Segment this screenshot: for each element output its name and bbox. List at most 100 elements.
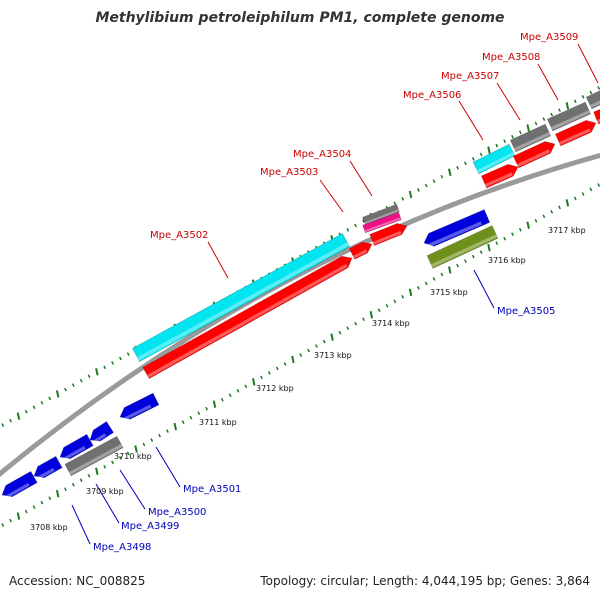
scale-tick [1,523,5,527]
scale-label: 3709 kbp [86,487,124,496]
cds-reverse-feature [33,455,63,479]
scale-tick [48,496,52,500]
rrna-feature-shade [513,132,551,152]
gene-label-bottom: Mpe_A3505 [497,306,555,317]
scale-label: 3712 kbp [256,384,294,393]
scale-tick [565,102,570,110]
scale-tick [103,465,107,469]
gene-label-top: Mpe_A3502 [150,230,208,241]
scale-tick [16,512,21,520]
scale-tick [16,412,21,420]
cds-feature-shade [516,149,551,168]
scale-tick [87,374,91,379]
scale-tick [573,196,577,201]
rrna-feature-shade [364,209,400,225]
scale-tick [495,241,499,245]
scale-tick [166,429,169,433]
scale-tick [448,168,452,176]
scale-tick [126,352,130,356]
scale-label: 3713 kbp [314,351,352,360]
other-feature [426,225,499,269]
scale-tick [511,232,514,237]
scale-tick [111,460,114,465]
gene-label-bottom: Mpe_A3500 [148,507,206,518]
callout-line [207,241,229,279]
scale-tick [377,308,381,313]
scale-label: 3710 kbp [114,452,152,461]
scale-tick [432,277,436,281]
cds-feature [142,255,353,380]
scale-tick [393,201,397,206]
scale-tick [40,500,44,505]
map-title: Methylibium petroleiphilum PM1, complete… [95,10,505,26]
cds-reverse-feature-shade [3,482,30,500]
scale-tick [220,397,224,402]
scale-tick [597,86,600,90]
scale-tick [103,365,107,370]
rrna-feature [585,90,600,110]
scale-tick [518,227,522,232]
accession-text: Accession: NC_008825 [9,574,146,588]
scale-tick [24,509,28,514]
scale-tick [558,205,561,210]
callout-line [95,483,120,524]
cds-feature [369,223,408,246]
gene-label-bottom: Mpe_A3498 [93,542,151,553]
scale-tick [330,333,334,341]
scale-tick [495,143,499,148]
scale-tick [581,192,585,196]
gene-feature-shade [137,242,350,361]
scale-tick [589,90,593,95]
other-feature-shade [431,234,498,268]
rrna-feature [64,435,124,477]
scale-tick [440,272,444,277]
scale-tick [79,478,83,483]
cds-reverse-feature-shade [424,221,482,249]
scale-tick [408,288,413,297]
scale-labels: 3708 kbp 3709 kbp 3710 kbp 3711 kbp 3712 kbp… [30,226,586,532]
gene-label-top: Mpe_A3508 [482,52,540,63]
inner-tick-ring [1,183,600,527]
scale-tick [401,295,405,299]
scale-label: 3711 kbp [199,418,237,427]
cds-reverse-feature [1,470,38,498]
scale-tick [503,236,507,241]
scale-tick [542,214,546,219]
cds-reverse-feature-shade [121,404,152,422]
scale-tick [228,393,232,398]
label-callouts: Mpe_A3502 Mpe_A3503 Mpe_A3504 Mpe_A3506 Mpe_… [71,32,599,553]
cds-feature-shade [596,118,600,124]
rrna-feature [509,123,552,153]
scale-tick [205,406,209,411]
scale-tick [479,250,483,254]
gene-label-top: Mpe_A3507 [441,71,499,82]
cds-feature [512,141,556,169]
scale-tick [251,378,256,386]
scale-tick [354,321,358,326]
scale-tick [236,388,240,393]
scale-label: 3708 kbp [30,523,68,532]
scale-tick [393,299,397,304]
scale-tick [9,518,13,523]
scale-tick [385,303,389,308]
scale-tick [550,112,554,117]
misc-feature [362,211,402,234]
rrna-feature-shade [69,444,123,475]
callout-line [577,43,599,84]
scale-tick [244,384,248,389]
scale-tick [32,405,36,410]
callout-line [349,160,373,197]
cds-feature-shade [352,249,368,259]
cds-feature-shade [484,172,513,188]
scale-tick [299,353,303,357]
scale-label: 3714 kbp [372,319,410,328]
scale-tick [150,438,154,442]
scale-tick [134,445,138,453]
scale-tick [416,286,420,290]
scale-tick [550,210,554,214]
scale-tick [212,400,217,408]
scale-tick [581,95,585,99]
cds-feature [554,120,597,147]
scale-tick [64,387,67,392]
scale-tick [55,489,60,498]
